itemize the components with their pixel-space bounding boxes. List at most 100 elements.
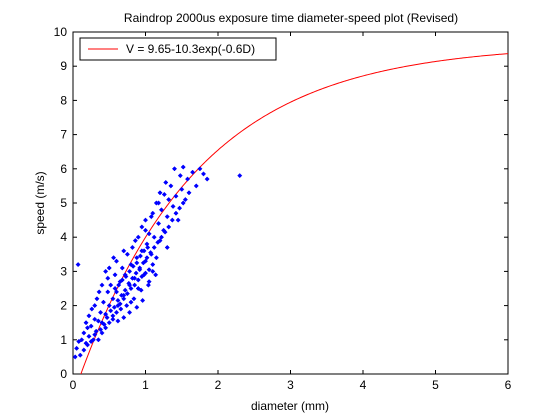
scatter-point <box>193 183 199 189</box>
scatter-point <box>155 200 162 206</box>
scatter-point <box>129 275 136 281</box>
scatter-point <box>106 265 112 271</box>
legend-entry-label: V = 9.65-10.3exp(-0.6D) <box>126 42 255 56</box>
scatter-point <box>84 342 91 348</box>
scatter-point <box>92 303 98 309</box>
scatter-point <box>124 251 130 257</box>
scatter-point <box>150 210 156 216</box>
x-tick-label: 0 <box>70 378 77 392</box>
scatter-point <box>124 303 130 309</box>
scatter-point <box>146 267 152 273</box>
scatter-point <box>112 285 118 292</box>
scatter-point <box>237 173 243 179</box>
scatter-point <box>137 267 143 273</box>
scatter-point <box>140 260 146 266</box>
fit-curve-line <box>80 53 508 374</box>
scatter-point <box>150 268 156 274</box>
scatter-point <box>90 337 96 343</box>
scatter-point <box>135 285 141 292</box>
scatter-point <box>115 318 121 324</box>
x-tick-label: 3 <box>287 378 294 392</box>
scatter-point <box>186 190 192 196</box>
scatter-point <box>145 244 151 251</box>
scatter-point <box>123 273 129 280</box>
scatter-point <box>112 272 118 278</box>
scatter-point <box>89 306 95 312</box>
scatter-point <box>77 352 83 358</box>
scatter-point <box>170 203 176 209</box>
scatter-point <box>79 337 85 343</box>
scatter-point <box>93 328 99 334</box>
scatter-point <box>151 244 157 251</box>
y-tick-label: 10 <box>54 25 68 39</box>
scatter-point <box>164 214 170 220</box>
scatter-point <box>115 297 121 304</box>
scatter-point <box>99 282 105 288</box>
chart-title: Raindrop 2000us exposure time diameter-s… <box>124 11 458 25</box>
scatter-point <box>103 325 109 331</box>
scatter-point <box>88 338 94 345</box>
scatter-point <box>148 250 154 256</box>
scatter-point <box>88 323 94 329</box>
scatter-point <box>134 260 140 266</box>
scatter-point <box>96 289 102 295</box>
scatter-point <box>166 224 172 230</box>
scatter-point <box>134 304 140 310</box>
scatter-point <box>158 207 165 213</box>
scatter-point <box>135 277 141 283</box>
scatter-point <box>180 200 186 206</box>
scatter-point <box>173 193 179 199</box>
scatter-point <box>134 255 140 261</box>
y-tick-label: 7 <box>60 128 67 142</box>
scatter-point <box>106 303 112 309</box>
scatter-point <box>177 205 183 211</box>
scatter-point <box>155 220 162 227</box>
scatter-point <box>99 330 105 336</box>
scatter-point <box>105 289 111 295</box>
scatter-point <box>110 296 116 302</box>
scatter-point <box>146 231 152 237</box>
scatter-point <box>128 285 134 292</box>
scatter-point <box>100 299 107 305</box>
scatter-point <box>166 197 172 203</box>
scatter-point <box>122 287 128 293</box>
scatter-point <box>121 315 127 321</box>
scatter-point <box>103 268 109 274</box>
plot-area: 0 1 2 3 4 5 6 0 1 2 3 4 5 6 7 8 9 10 <box>54 25 512 392</box>
scatter-point <box>142 217 149 223</box>
scatter-point <box>108 308 114 314</box>
scatter-point <box>103 311 109 317</box>
scatter-point <box>158 234 165 240</box>
scatter-point <box>113 309 120 315</box>
scatter-point <box>131 296 137 302</box>
scatter-point <box>162 229 168 235</box>
scatter-point <box>163 179 169 186</box>
axis-tick-labels: 0 1 2 3 4 5 6 0 1 2 3 4 5 6 7 8 9 10 <box>54 25 512 392</box>
scatter-point <box>117 301 123 307</box>
scatter-point <box>128 299 134 305</box>
scatter-point <box>95 318 101 324</box>
scatter-point <box>128 262 134 268</box>
scatter-point <box>168 183 174 189</box>
scatter-point <box>142 227 149 233</box>
scatter-point <box>139 273 145 280</box>
scatter-point <box>110 316 116 322</box>
scatter-point <box>81 347 87 353</box>
scatter-point <box>126 268 133 274</box>
y-tick-label: 2 <box>60 299 67 313</box>
scatter-point <box>138 287 144 293</box>
x-tick-label: 1 <box>142 378 149 392</box>
scatter-point <box>155 239 161 245</box>
scatter-point <box>182 197 188 203</box>
scatter-point <box>124 291 130 297</box>
scatter-point <box>95 337 101 343</box>
scatter-point <box>132 282 138 288</box>
y-tick-label: 3 <box>60 264 67 278</box>
scatter-point <box>129 244 136 251</box>
y-tick-label: 4 <box>60 230 67 244</box>
scatter-point <box>177 173 183 179</box>
x-axis-label: diameter (mm) <box>251 399 329 413</box>
scatter-point <box>97 309 104 315</box>
y-tick-label: 1 <box>60 333 67 347</box>
